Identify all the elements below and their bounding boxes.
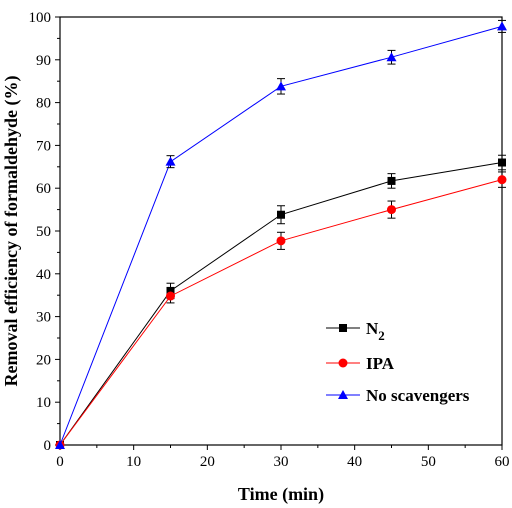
data-point-no-scavengers	[386, 52, 397, 62]
legend-label-n2-sub: 2	[378, 328, 385, 343]
legend: N2 IPA No scavengers	[326, 319, 470, 405]
data-point-no-scavengers	[55, 440, 65, 449]
data-point-ipa	[276, 236, 286, 246]
y-tick-label: 0	[44, 438, 52, 454]
legend-marker-no-scavengers	[338, 390, 348, 399]
y-tick-label: 90	[36, 53, 51, 69]
legend-label-n2: N2	[366, 319, 385, 343]
x-tick-label: 10	[126, 454, 141, 470]
x-tick-label: 0	[56, 454, 64, 470]
series-ipa	[55, 171, 507, 450]
y-axis-title: Removal efficiency of formaldehyde (%)	[1, 76, 22, 387]
series-no-scavengers	[55, 19, 507, 449]
y-tick-label: 60	[36, 181, 51, 197]
data-point-ipa	[387, 205, 396, 215]
x-tick-label: 60	[495, 454, 510, 470]
data-point-ipa	[166, 291, 175, 301]
data-point-no-scavengers	[276, 81, 286, 91]
legend-item-ipa: IPA	[326, 354, 395, 373]
y-tick-label: 70	[36, 138, 51, 154]
y-tick-label: 10	[36, 395, 51, 411]
data-point-no-scavengers	[497, 21, 507, 31]
data-point-no-scavengers	[165, 156, 176, 166]
legend-label-no-scavengers: No scavengers	[366, 386, 470, 405]
x-axis-title: Time (min)	[238, 484, 324, 505]
data-point-n2	[498, 158, 506, 167]
data-point-n2	[277, 210, 285, 219]
y-tick-label: 80	[36, 96, 51, 112]
y-tick-label: 40	[36, 267, 51, 283]
legend-marker-ipa	[338, 358, 348, 368]
series-layer	[55, 19, 507, 450]
legend-marker-n2	[339, 324, 347, 332]
data-point-n2	[387, 176, 396, 185]
data-point-ipa	[497, 175, 507, 185]
y-tick-label: 50	[36, 224, 51, 240]
legend-item-n2: N2	[326, 319, 385, 343]
legend-label-n2-main: N	[366, 319, 379, 338]
legend-item-no-scavengers: No scavengers	[326, 386, 470, 405]
x-tick-label: 30	[274, 454, 289, 470]
x-tick-label: 40	[347, 454, 362, 470]
axis-ticks: 0 10 20 30 40 50 60 0 10 20 30 40 50 60 70 80 90 100	[29, 10, 510, 470]
x-tick-label: 50	[421, 454, 436, 470]
x-tick-label: 20	[200, 454, 215, 470]
legend-label-ipa: IPA	[366, 354, 395, 373]
y-tick-label: 20	[36, 352, 51, 368]
y-tick-label: 100	[29, 10, 52, 26]
y-tick-label: 30	[36, 310, 51, 326]
